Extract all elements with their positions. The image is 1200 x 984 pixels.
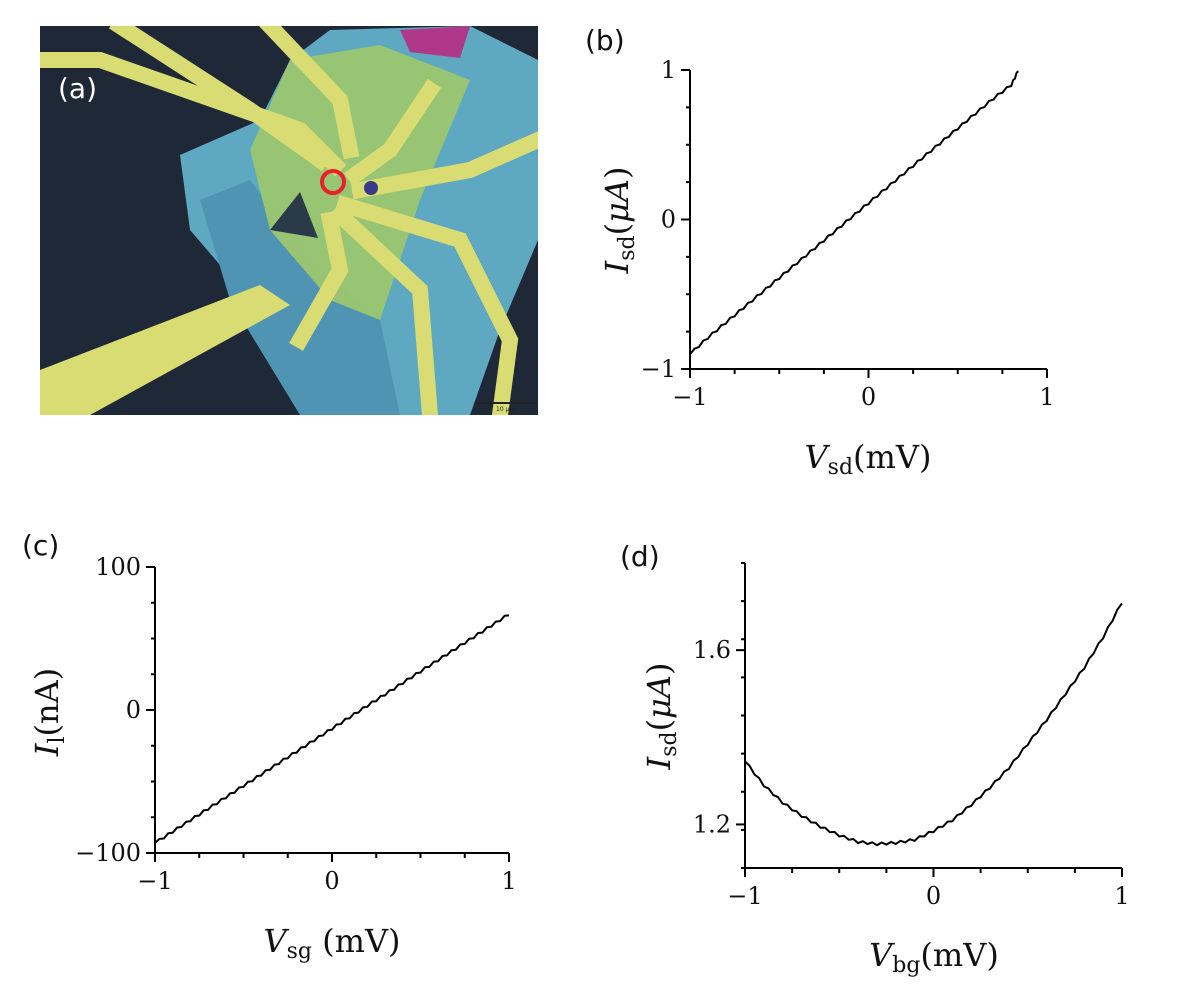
chart-b-axes: [689, 70, 1047, 370]
scale-bar-label: 10 μm: [496, 406, 515, 413]
chart-c-x-tick-label: 0: [324, 867, 339, 895]
chart-d-x-tick-label: −1: [727, 882, 762, 910]
chart-c-y-tick-label: −100: [75, 839, 141, 867]
chart-c-yticks: −100 0 100: [75, 553, 155, 867]
chart-c-xticks: −1 0 1: [137, 853, 517, 895]
chart-d-x-tick-label: 1: [1114, 882, 1129, 910]
panel-label-d: (d): [620, 540, 660, 573]
chart-c-series-line: [154, 614, 510, 844]
micrograph: 10 μm: [40, 26, 538, 415]
chart-b-ylabel: Isd(μA): [598, 167, 640, 275]
panel-label-c: (c): [22, 529, 59, 562]
chart-d-y-tick-label: 1.6: [693, 636, 731, 664]
chart-d-axes: [744, 563, 1122, 869]
chart-d-ylabel: Isd(μA): [640, 663, 682, 771]
device-marker-circle: [320, 169, 346, 195]
chart-d-yticks: 1.2 1.6: [693, 562, 745, 869]
chart-b-y-tick-label: −1: [641, 355, 676, 383]
panel-label-a: (a): [58, 72, 97, 105]
chart-d: −1 0 1 1.2 1.6 Vbg(mV) Isd(μA): [640, 562, 1130, 978]
chart-b-series-line: [689, 70, 1020, 355]
chart-c-ylabel: Il(nA): [28, 668, 70, 757]
chart-d-series-line: [744, 602, 1123, 847]
chart-c-y-tick-label: 100: [95, 553, 141, 581]
chart-b-x-tick-label: 1: [1039, 383, 1054, 411]
chart-b-xlabel: Vsd(mV): [805, 438, 932, 480]
large-electrode-pad: [40, 285, 290, 415]
chart-d-xticks: −1 0 1: [727, 868, 1130, 910]
chart-b-y-tick-label: 1: [661, 56, 676, 84]
chart-d-xlabel: Vbg(mV): [869, 936, 999, 978]
chart-c-x-tick-label: 1: [501, 867, 516, 895]
chart-b-yticks: −1 0 1: [641, 56, 690, 383]
chart-d-x-tick-label: 0: [926, 882, 941, 910]
dark-spot: [364, 181, 378, 195]
chart-d-y-tick-label: 1.2: [693, 810, 731, 838]
chart-b: −1 0 1 −1 0 1 Vsd(mV) Isd(μA): [598, 56, 1055, 480]
chart-c-y-tick-label: 0: [126, 696, 141, 724]
chart-c-xlabel: Vsg (mV): [263, 922, 400, 964]
chart-b-x-tick-label: 0: [861, 383, 876, 411]
chart-b-xticks: −1 0 1: [672, 369, 1055, 411]
chart-c: −1 0 1 −100 0 100 Vsg (mV) Il(nA): [28, 553, 517, 964]
electrodes: [40, 26, 538, 415]
chart-b-y-tick-label: 0: [661, 206, 676, 234]
purple-flake: [400, 26, 470, 58]
blue-flake-lower: [200, 180, 400, 415]
panel-label-b: (b): [585, 24, 625, 57]
chart-c-x-tick-label: −1: [137, 867, 172, 895]
dark-triangle: [270, 192, 318, 238]
chart-b-x-tick-label: −1: [672, 383, 707, 411]
